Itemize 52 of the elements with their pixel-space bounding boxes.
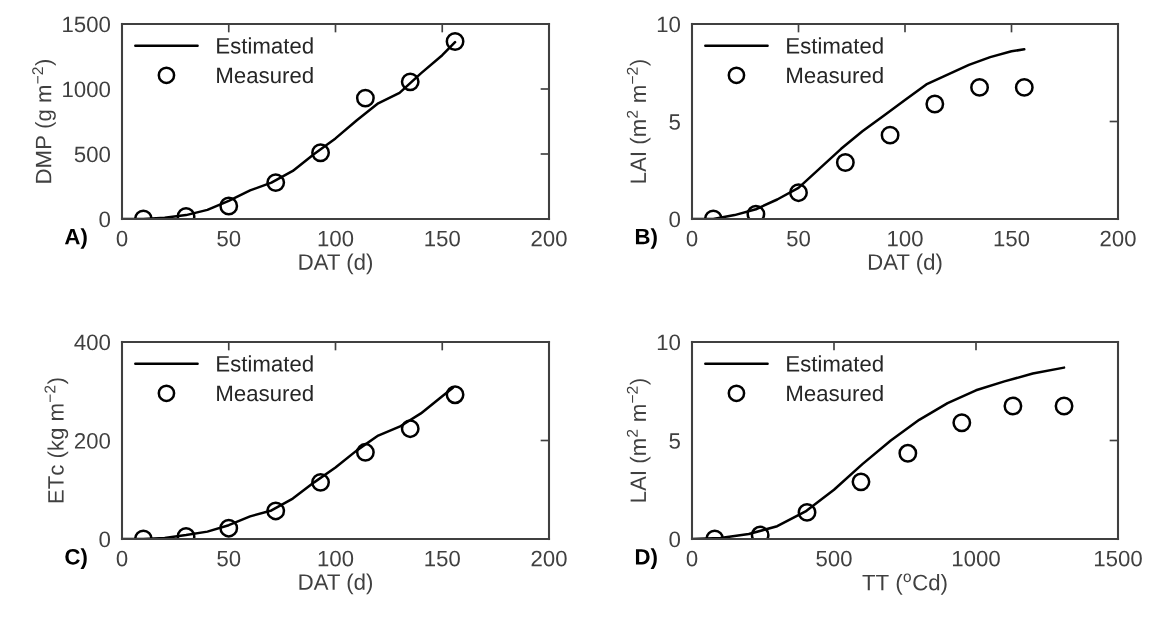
legend-label: Estimated — [787, 37, 883, 54]
x-axis-title: DAT (d) — [299, 573, 372, 595]
x-tick-label: 50 — [217, 550, 241, 567]
y-tick-label: 0 — [99, 531, 111, 548]
y-tick-label: 500 — [74, 146, 111, 163]
x-tick-label: 100 — [318, 550, 354, 567]
x-tick-label: 150 — [994, 230, 1030, 247]
y-tick-label: 200 — [74, 433, 111, 449]
x-tick-label: 50 — [217, 230, 241, 247]
text: A) — [64, 228, 87, 249]
y-tick-label: 1500 — [63, 16, 111, 33]
legend-label: Estimated — [217, 355, 313, 372]
x-tick-label: 0 — [686, 230, 698, 247]
x-axis-title: DAT (d) — [299, 253, 372, 275]
legend-label: Measured — [217, 66, 313, 84]
y-tick-label: 10 — [657, 334, 681, 351]
x-tick-label: 100 — [318, 230, 354, 247]
x-tick-label: 0 — [116, 550, 128, 567]
legend-label: Estimated — [787, 355, 883, 372]
y-tick-label: 0 — [669, 531, 681, 548]
x-tick-label: 50 — [787, 230, 810, 247]
x-tick-label: 0 — [686, 550, 698, 567]
y-tick-label: 0 — [669, 211, 681, 228]
x-axis-title: TT ($^{o}$Cd) — [862, 573, 947, 595]
y-tick-label: 5 — [669, 433, 680, 449]
text: D) — [635, 548, 657, 570]
x-tick-label: 200 — [531, 550, 567, 567]
x-tick-label: 500 — [816, 550, 852, 567]
x-tick-label: 150 — [425, 230, 460, 247]
text: C) — [65, 548, 87, 570]
x-tick-label: 200 — [1100, 230, 1136, 247]
legend-label: Measured — [217, 384, 313, 402]
y-tick-label: 10 — [657, 16, 681, 33]
y-tick-label: 0 — [99, 211, 111, 228]
y-tick-label: 5 — [669, 114, 680, 130]
y-axis-title: LAI (m$^{2}$ m$^{−2}$) — [626, 379, 651, 502]
y-tick-label: 400 — [74, 334, 111, 351]
y-axis-title: DMP (g m$^{−2}$) — [32, 59, 56, 183]
x-tick-label: 200 — [531, 230, 567, 247]
legend-label: Measured — [787, 66, 883, 84]
y-tick-label: 1000 — [63, 81, 111, 98]
x-tick-label: 1000 — [952, 550, 1000, 567]
y-axis-title: LAI (m$^{2}$ m$^{−2}$) — [626, 60, 651, 183]
x-tick-label: 0 — [116, 230, 128, 247]
y-axis-title: ETc (kg m$^{−2}$) — [44, 378, 69, 503]
x-axis-title: DAT (d) — [868, 253, 942, 275]
x-tick-label: 150 — [425, 550, 460, 567]
text: B) — [635, 228, 657, 249]
legend-label: Estimated — [217, 37, 313, 54]
x-tick-label: 1500 — [1094, 550, 1142, 567]
x-tick-label: 100 — [888, 230, 923, 247]
legend-label: Measured — [787, 384, 883, 402]
